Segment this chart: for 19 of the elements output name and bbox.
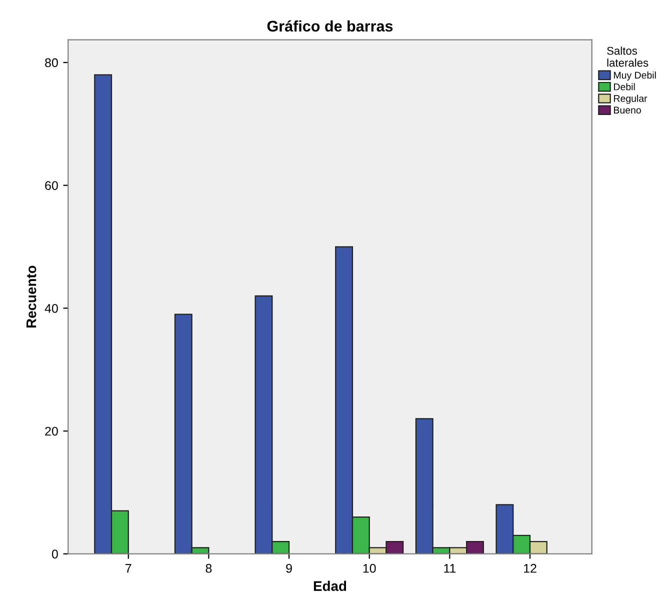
x-tick-label: 7 [126, 564, 132, 573]
x-tick-label: 12 [524, 564, 536, 573]
legend-title: Saltos laterales [607, 46, 648, 67]
x-tick-label: 9 [286, 564, 292, 573]
y-tick-label: 20 [45, 426, 58, 436]
legend-label: Muy Debil [614, 71, 656, 81]
y-tick-label: 40 [44, 304, 58, 313]
x-tick-label: 8 [206, 564, 212, 573]
x-axis-title: Edad [314, 580, 346, 591]
legend-label: Debil [614, 83, 635, 90]
y-tick-label: 0 [52, 550, 58, 559]
x-tick-label: 10 [363, 564, 376, 573]
x-tick-label: 11 [444, 564, 456, 573]
legend-label: Bueno [614, 106, 641, 114]
chart-title: Gráfico de barras [267, 20, 393, 32]
y-tick-label: 60 [45, 181, 58, 190]
legend-label: Regular [614, 94, 648, 104]
y-axis-title: Recuento [26, 266, 36, 328]
y-tick-label: 80 [45, 58, 58, 68]
